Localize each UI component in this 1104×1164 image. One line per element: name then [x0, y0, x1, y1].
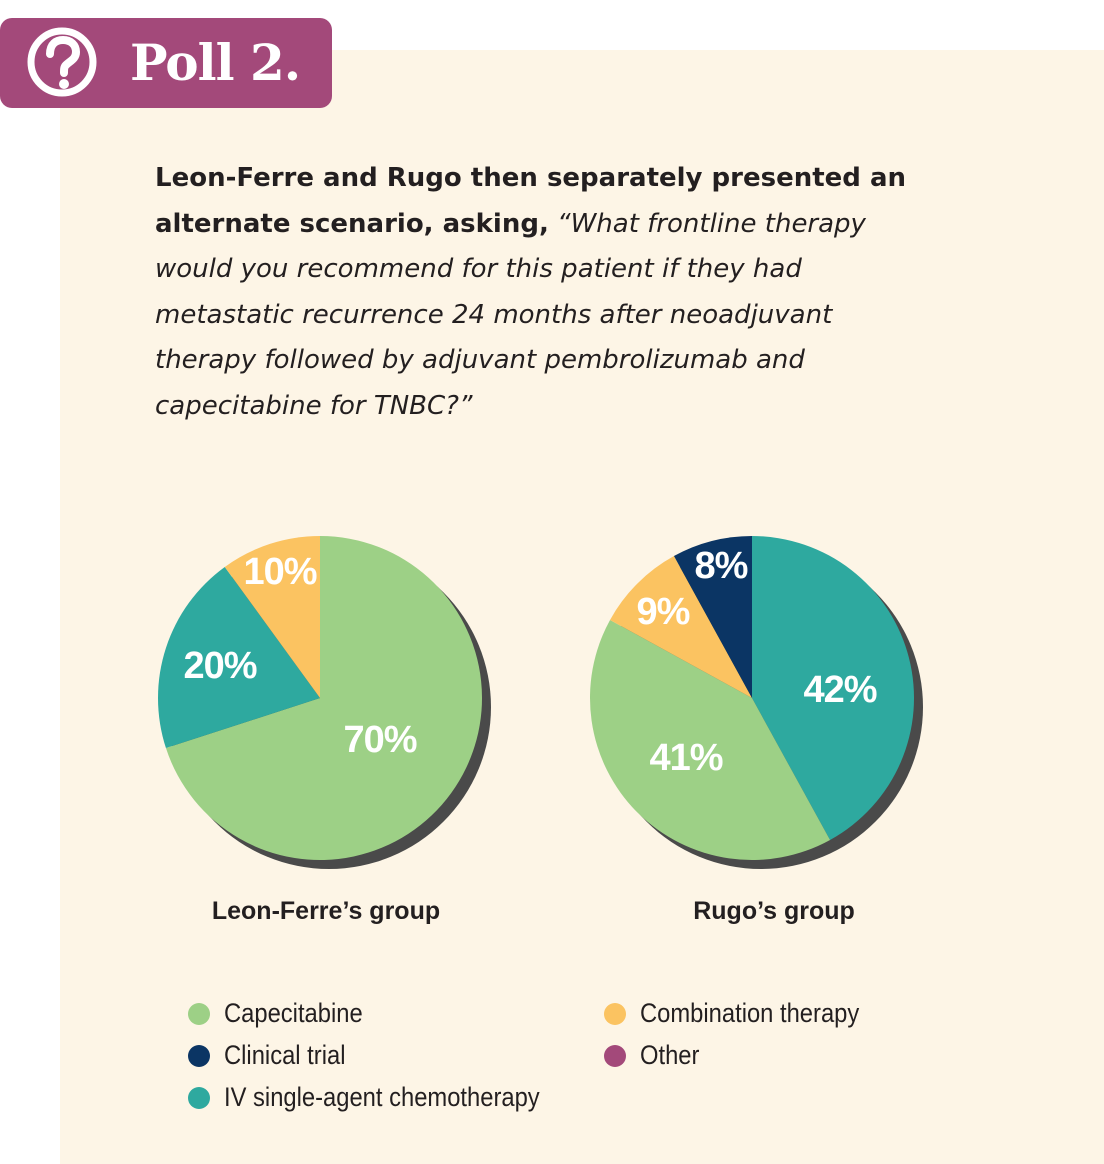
- legend-dot: [188, 1002, 210, 1025]
- legend-label: Combination therapy: [640, 998, 860, 1028]
- pie-chart-rugo: 42% 41% 9%8%: [590, 536, 923, 869]
- pie-label-capecitabine: 41%: [649, 737, 722, 779]
- legend-item-capecitabine: Capecitabine: [188, 998, 382, 1029]
- legend-dot: [604, 1002, 626, 1025]
- pie-slice-iv-single-agent-chemotherapy: [752, 536, 914, 840]
- legend-label: Clinical trial: [224, 1040, 346, 1070]
- poll-title: Poll 2.: [130, 33, 301, 92]
- legend-item-combination: Combination therapy: [604, 998, 889, 1029]
- pie-label-capecitabine: 70%: [343, 719, 416, 761]
- pie-chart-leon-ferre: 70% 20% 10%: [158, 536, 491, 869]
- pie-label-iv-single-agent-chemotherapy: 20%: [183, 645, 256, 687]
- pie-slice-capecitabine: [165, 536, 483, 860]
- pie-label-combination-therapy: 10%: [243, 551, 316, 593]
- pie-label-iv-single-agent-chemotherapy: 42%: [803, 669, 876, 711]
- legend-label: Capecitabine: [224, 998, 363, 1028]
- pie-slice-combination-therapy: [610, 556, 752, 698]
- pie-title-leon-ferre: Leon-Ferre’s group: [211, 897, 441, 925]
- pie-title-rugo: Rugo’s group: [693, 897, 855, 925]
- pie-slice-combination-therapy: [224, 536, 320, 698]
- question-lead: Leon-Ferre and Rugo then separately pres…: [155, 163, 907, 239]
- pie-label-clinical-trial: 8%: [695, 545, 748, 587]
- legend-dot: [188, 1044, 210, 1067]
- pie-slice-iv-single-agent-chemotherapy: [158, 566, 320, 749]
- question-quote: “What frontline therapy would you recomm…: [155, 208, 866, 421]
- legend-dot: [604, 1044, 626, 1067]
- legend-item-iv-chemo: IV single-agent chemotherapy: [188, 1082, 583, 1113]
- poll-question: Leon-Ferre and Rugo then separately pres…: [155, 156, 915, 429]
- poll-badge: Poll 2.: [0, 18, 332, 108]
- question-mark-icon: [27, 27, 97, 97]
- legend-dot: [188, 1086, 210, 1109]
- legend-item-clinical-trial: Clinical trial: [188, 1040, 362, 1071]
- legend-label: IV single-agent chemotherapy: [224, 1082, 540, 1112]
- legend-label: Other: [640, 1040, 700, 1070]
- pie-slice-clinical-trial: [673, 536, 752, 698]
- pie-label-combination-therapy: 9%: [637, 591, 690, 633]
- legend-item-other: Other: [604, 1040, 708, 1071]
- pie-slice-capecitabine: [590, 619, 831, 860]
